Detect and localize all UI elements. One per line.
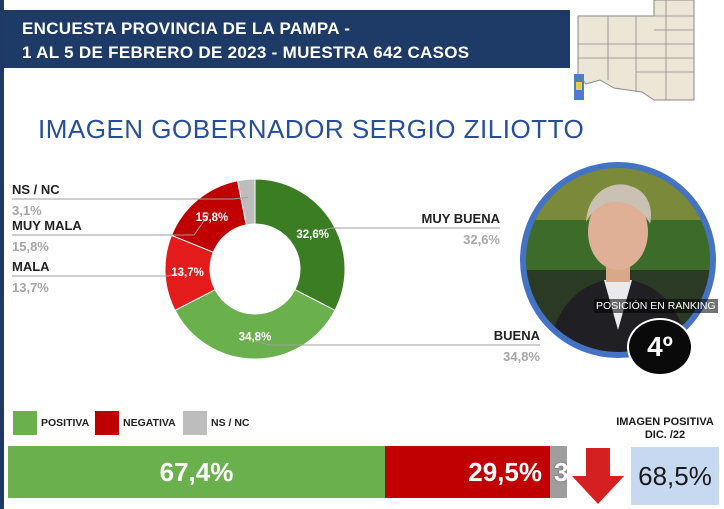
legend-swatch-nsnc bbox=[183, 411, 207, 435]
category-label-muy-buena: MUY BUENA bbox=[422, 211, 501, 226]
category-value-ns-nc: 3,1% bbox=[12, 203, 42, 218]
leader-line-muy-mala bbox=[12, 213, 210, 236]
previous-image-value: 68,5% bbox=[631, 447, 719, 505]
slice-buena bbox=[174, 289, 336, 360]
down-arrow-icon bbox=[572, 448, 624, 504]
legend-label-nsnc: NS / NC bbox=[211, 417, 250, 429]
legend-swatch-positiva bbox=[13, 411, 37, 435]
chart-title: IMAGEN GOBERNADOR SERGIO ZILIOTTO bbox=[38, 114, 585, 144]
legend-label-negativa: NEGATIVA bbox=[123, 417, 176, 429]
donut-chart: 32,6% 34,8% 13,7% 15,8% MUY BUENA 32,6% BUENA… bbox=[12, 178, 541, 364]
category-value-muy-buena: 32,6% bbox=[463, 232, 500, 247]
category-value-muy-mala: 15,8% bbox=[12, 239, 49, 254]
category-value-mala: 13,7% bbox=[12, 280, 49, 295]
la-pampa-map-icon bbox=[570, 0, 722, 104]
leader-line-muy-buena bbox=[316, 227, 500, 233]
leader-line-ns-nc bbox=[12, 196, 249, 200]
slice-muy-buena bbox=[254, 178, 346, 312]
category-label-mala: MALA bbox=[12, 259, 50, 274]
bar-label-positiva: 67,4% bbox=[159, 457, 234, 487]
category-value-buena: 34,8% bbox=[503, 349, 540, 364]
slice-value-mala: 13,7% bbox=[171, 267, 204, 279]
stacked-image-bar: 67,4% 29,5% 3,1% bbox=[8, 446, 568, 498]
slice-value-buena: 34,8% bbox=[239, 332, 272, 344]
category-label-muy-mala: MUY MALA bbox=[12, 218, 82, 233]
legend-swatch-negativa bbox=[95, 411, 119, 435]
header-line-1: ENCUESTA PROVINCIA DE LA PAMPA - bbox=[22, 19, 351, 38]
bar-positiva: 67,4% bbox=[8, 446, 385, 498]
left-edge-rule bbox=[0, 0, 4, 509]
bar-negativa: 29,5% bbox=[385, 446, 550, 498]
ranking-badge: 4º bbox=[627, 318, 693, 376]
leader-line-buena bbox=[254, 340, 540, 346]
category-label-ns-nc: NS / NC bbox=[12, 182, 60, 197]
bar-nsnc: 3,1% bbox=[550, 446, 567, 498]
slice-value-muy-mala: 15,8% bbox=[196, 212, 229, 224]
leader-line-mala bbox=[12, 271, 184, 277]
slice-ns-nc bbox=[236, 178, 256, 226]
previous-image-title: IMAGEN POSITIVA DIC. /22 bbox=[616, 416, 714, 441]
bar-label-negativa: 29,5% bbox=[468, 457, 542, 487]
ranking-caption: POSICIÓN EN RANKING bbox=[594, 299, 718, 313]
bar-label-nsnc: 3,1% bbox=[554, 457, 567, 487]
legend-label-positiva: POSITIVA bbox=[41, 417, 90, 429]
header-line-2: 1 AL 5 DE FEBRERO DE 2023 - MUESTRA 642 … bbox=[22, 43, 470, 62]
slice-value-muy-buena: 32,6% bbox=[296, 229, 329, 241]
category-label-buena: BUENA bbox=[494, 328, 541, 343]
governor-portrait bbox=[520, 162, 716, 358]
